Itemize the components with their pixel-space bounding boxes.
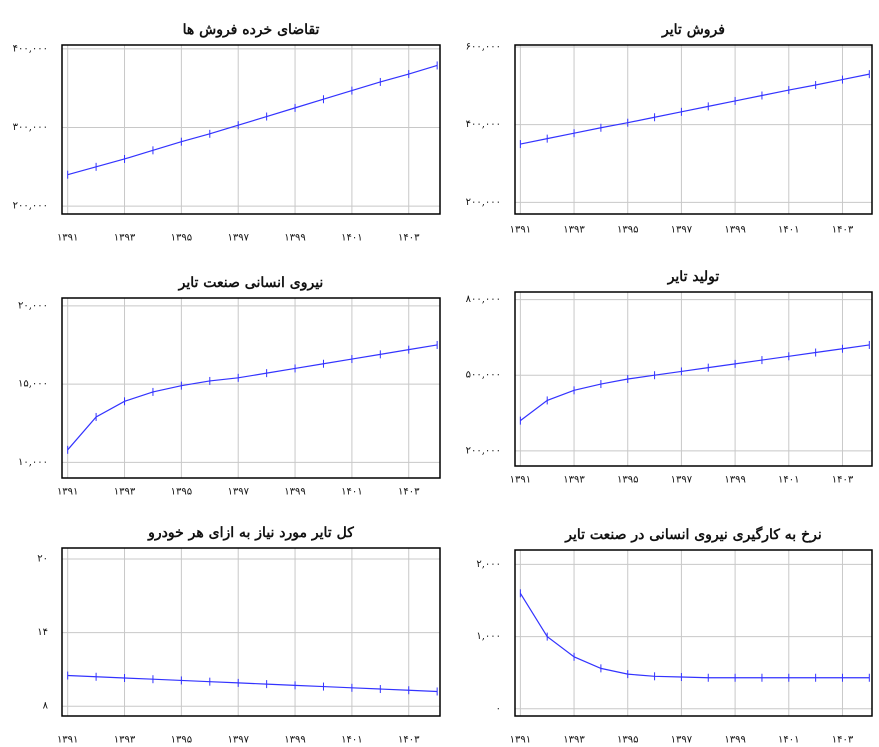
x-tick-label: ۱۳۹۳ — [114, 233, 136, 244]
x-tick-label: ۱۳۹۷ — [671, 735, 693, 746]
x-tick-label: ۱۳۹۷ — [671, 475, 693, 486]
y-tick-label: ۱۵,۰۰۰ — [18, 379, 48, 390]
x-tick-label: ۱۳۹۳ — [114, 735, 136, 746]
x-tick-label: ۱۳۹۳ — [563, 225, 585, 236]
y-tick-label: ۸ — [43, 701, 49, 712]
chart-panel: نیروی انسانی صنعت تایر ۱۳۹۱ ۱۳۹۳ ۱۳۹۵ ۱۳۹۷ ۱۳… — [18, 275, 441, 498]
series-line — [520, 344, 870, 422]
y-tick-label: ۲۰,۰۰۰ — [18, 300, 48, 311]
y-tick-label: ۱۰,۰۰۰ — [18, 457, 48, 468]
x-tick-label: ۱۳۹۵ — [617, 225, 638, 236]
x-tick-label: ۱۴۰۱ — [778, 475, 799, 486]
y-tick-label: ۲۰۰,۰۰۰ — [466, 445, 501, 456]
y-tick-label: ۴۰۰,۰۰۰ — [13, 43, 48, 54]
series-line — [67, 674, 438, 693]
x-tick-label: ۱۳۹۹ — [724, 475, 745, 486]
chart-panel: کل تایر مورد نیاز به ازای هر خودرو ۱۳۹۱ ۱۳… — [37, 525, 441, 746]
x-tick-label: ۱۳۹۵ — [171, 233, 192, 244]
x-tick-label: ۱۴۰۱ — [341, 233, 362, 244]
x-tick-label: ۱۳۹۵ — [171, 487, 192, 498]
x-tick-label: ۱۳۹۹ — [284, 487, 305, 498]
x-tick-label: ۱۴۰۳ — [832, 225, 854, 236]
x-tick-label: ۱۴۰۳ — [832, 735, 854, 746]
x-tick-label: ۱۳۹۱ — [510, 225, 531, 236]
x-tick-label: ۱۴۰۳ — [832, 475, 854, 486]
x-tick-label: ۱۳۹۷ — [227, 233, 249, 244]
x-tick-label: ۱۳۹۵ — [171, 735, 192, 746]
chart-panel: فروش تایر ۱۳۹۱ ۱۳۹۳ ۱۳۹۵ ۱۳۹۷ ۱۳۹۹ ۱۴۰۱ ۱۴۰۳ ۲۰۰… — [466, 22, 873, 236]
x-tick-label: ۱۳۹۱ — [57, 487, 78, 498]
x-tick-label: ۱۳۹۹ — [284, 233, 305, 244]
series-line — [520, 73, 870, 145]
y-tick-label: ۶۰۰,۰۰۰ — [466, 41, 501, 52]
plot-frame — [514, 291, 873, 467]
y-tick-label: ۱,۰۰۰ — [476, 631, 501, 642]
y-tick-label: ۸۰۰,۰۰۰ — [466, 294, 501, 305]
x-tick-label: ۱۳۹۳ — [114, 487, 136, 498]
x-tick-label: ۱۳۹۳ — [563, 735, 585, 746]
x-tick-label: ۱۴۰۳ — [398, 735, 420, 746]
x-tick-label: ۱۴۰۳ — [398, 233, 420, 244]
y-tick-label: ۳۰۰,۰۰۰ — [13, 122, 48, 133]
series-line — [519, 592, 870, 679]
x-tick-label: ۱۳۹۷ — [671, 225, 693, 236]
x-tick-label: ۱۳۹۵ — [617, 475, 638, 486]
x-tick-label: ۱۴۰۱ — [778, 225, 799, 236]
x-tick-label: ۱۳۹۹ — [724, 735, 745, 746]
chart-title: نرخ به کارگیری نیروی انسانی در صنعت تایر — [564, 526, 822, 543]
x-tick-label: ۱۳۹۹ — [284, 735, 305, 746]
x-tick-label: ۱۳۹۷ — [227, 487, 249, 498]
chart-panel: نرخ به کارگیری نیروی انسانی در صنعت تایر… — [476, 526, 873, 746]
x-tick-label: ۱۴۰۱ — [778, 735, 799, 746]
x-tick-label: ۱۳۹۱ — [510, 475, 531, 486]
x-tick-label: ۱۳۹۱ — [57, 735, 78, 746]
plot-frame — [514, 549, 873, 717]
series-line — [67, 64, 438, 176]
x-tick-label: ۱۳۹۳ — [563, 475, 585, 486]
y-tick-label: ۱۴ — [37, 627, 48, 638]
plot-frame — [61, 547, 441, 717]
x-tick-label: ۱۴۰۳ — [398, 487, 420, 498]
chart-panel: تولید تایر ۱۳۹۱ ۱۳۹۳ ۱۳۹۵ ۱۳۹۷ ۱۳۹۹ ۱۴۰۱ ۱۴۰۳ ۲۰… — [466, 269, 873, 486]
y-tick-label: ۵۰۰,۰۰۰ — [466, 370, 501, 381]
x-tick-label: ۱۳۹۱ — [57, 233, 78, 244]
y-tick-label: ۲۰۰,۰۰۰ — [13, 201, 48, 212]
series-line — [67, 344, 438, 451]
y-tick-label: ۴۰۰,۰۰۰ — [466, 119, 501, 130]
plot-frame — [61, 297, 441, 479]
y-tick-label: ۲۰۰,۰۰۰ — [466, 197, 501, 208]
chart-title: تقاضای خرده فروش ها — [183, 22, 320, 38]
x-tick-label: ۱۴۰۱ — [341, 487, 362, 498]
plot-frame — [514, 44, 873, 215]
chart-title: فروش تایر — [661, 22, 725, 38]
plot-frame — [61, 44, 441, 215]
x-tick-label: ۱۴۰۱ — [341, 735, 362, 746]
chart-title: کل تایر مورد نیاز به ازای هر خودرو — [147, 525, 354, 541]
y-tick-label: ۲,۰۰۰ — [476, 559, 501, 570]
x-tick-label: ۱۳۹۹ — [724, 225, 745, 236]
y-tick-label: ۲۰ — [37, 554, 48, 565]
x-tick-label: ۱۳۹۷ — [227, 735, 249, 746]
chart-title: نیروی انسانی صنعت تایر — [178, 275, 324, 291]
x-tick-label: ۱۳۹۵ — [617, 735, 638, 746]
chart-title: تولید تایر — [667, 269, 720, 285]
chart-panel: تقاضای خرده فروش ها ۱۳۹۱ ۱۳۹۳ ۱۳۹۵ ۱۳۹۷ ۱۳۹۹ ۱… — [13, 22, 441, 244]
x-tick-label: ۱۳۹۱ — [510, 735, 531, 746]
y-tick-label: ۰ — [496, 703, 501, 714]
